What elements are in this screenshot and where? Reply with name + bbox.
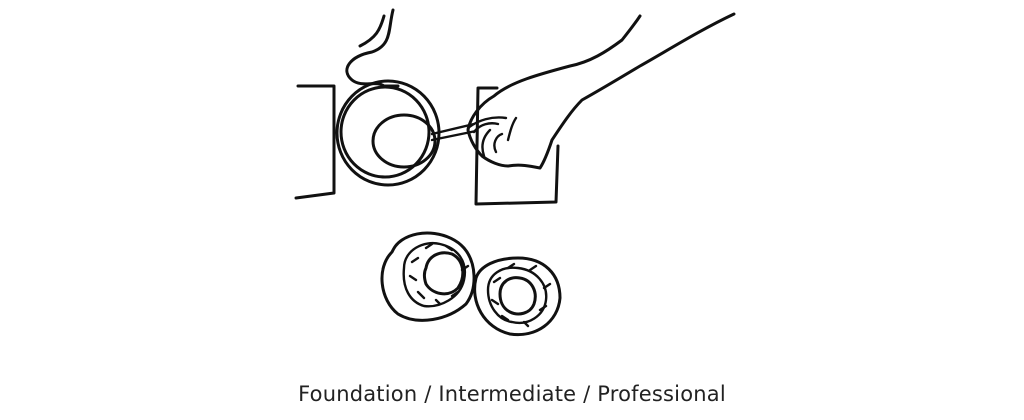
pot-inner-ring [339, 85, 431, 179]
spoon-bowl [371, 113, 437, 169]
bowl-left-rim [402, 241, 467, 308]
illustration-svg [294, 8, 736, 337]
steam-wisp [345, 8, 400, 88]
steam-wisp-inner [358, 14, 386, 48]
finger-lines [472, 116, 518, 158]
hand-arm [466, 12, 736, 170]
left-container-outline [294, 84, 336, 200]
bowl-right-outer [473, 256, 562, 337]
bowl-right-texture [490, 262, 552, 328]
bowl-left-texture [408, 242, 470, 306]
thumb-line [466, 116, 508, 130]
bowl-right-rim [486, 266, 548, 325]
bowl-left-inner [423, 251, 465, 296]
right-container-outline [474, 86, 560, 206]
caption-levels: Foundation / Intermediate / Professional [298, 382, 726, 406]
bowl-left-outer [380, 231, 476, 322]
line-illustration [294, 8, 736, 337]
bowl-right-inner [498, 276, 537, 316]
pot-outer-ring [335, 79, 441, 187]
